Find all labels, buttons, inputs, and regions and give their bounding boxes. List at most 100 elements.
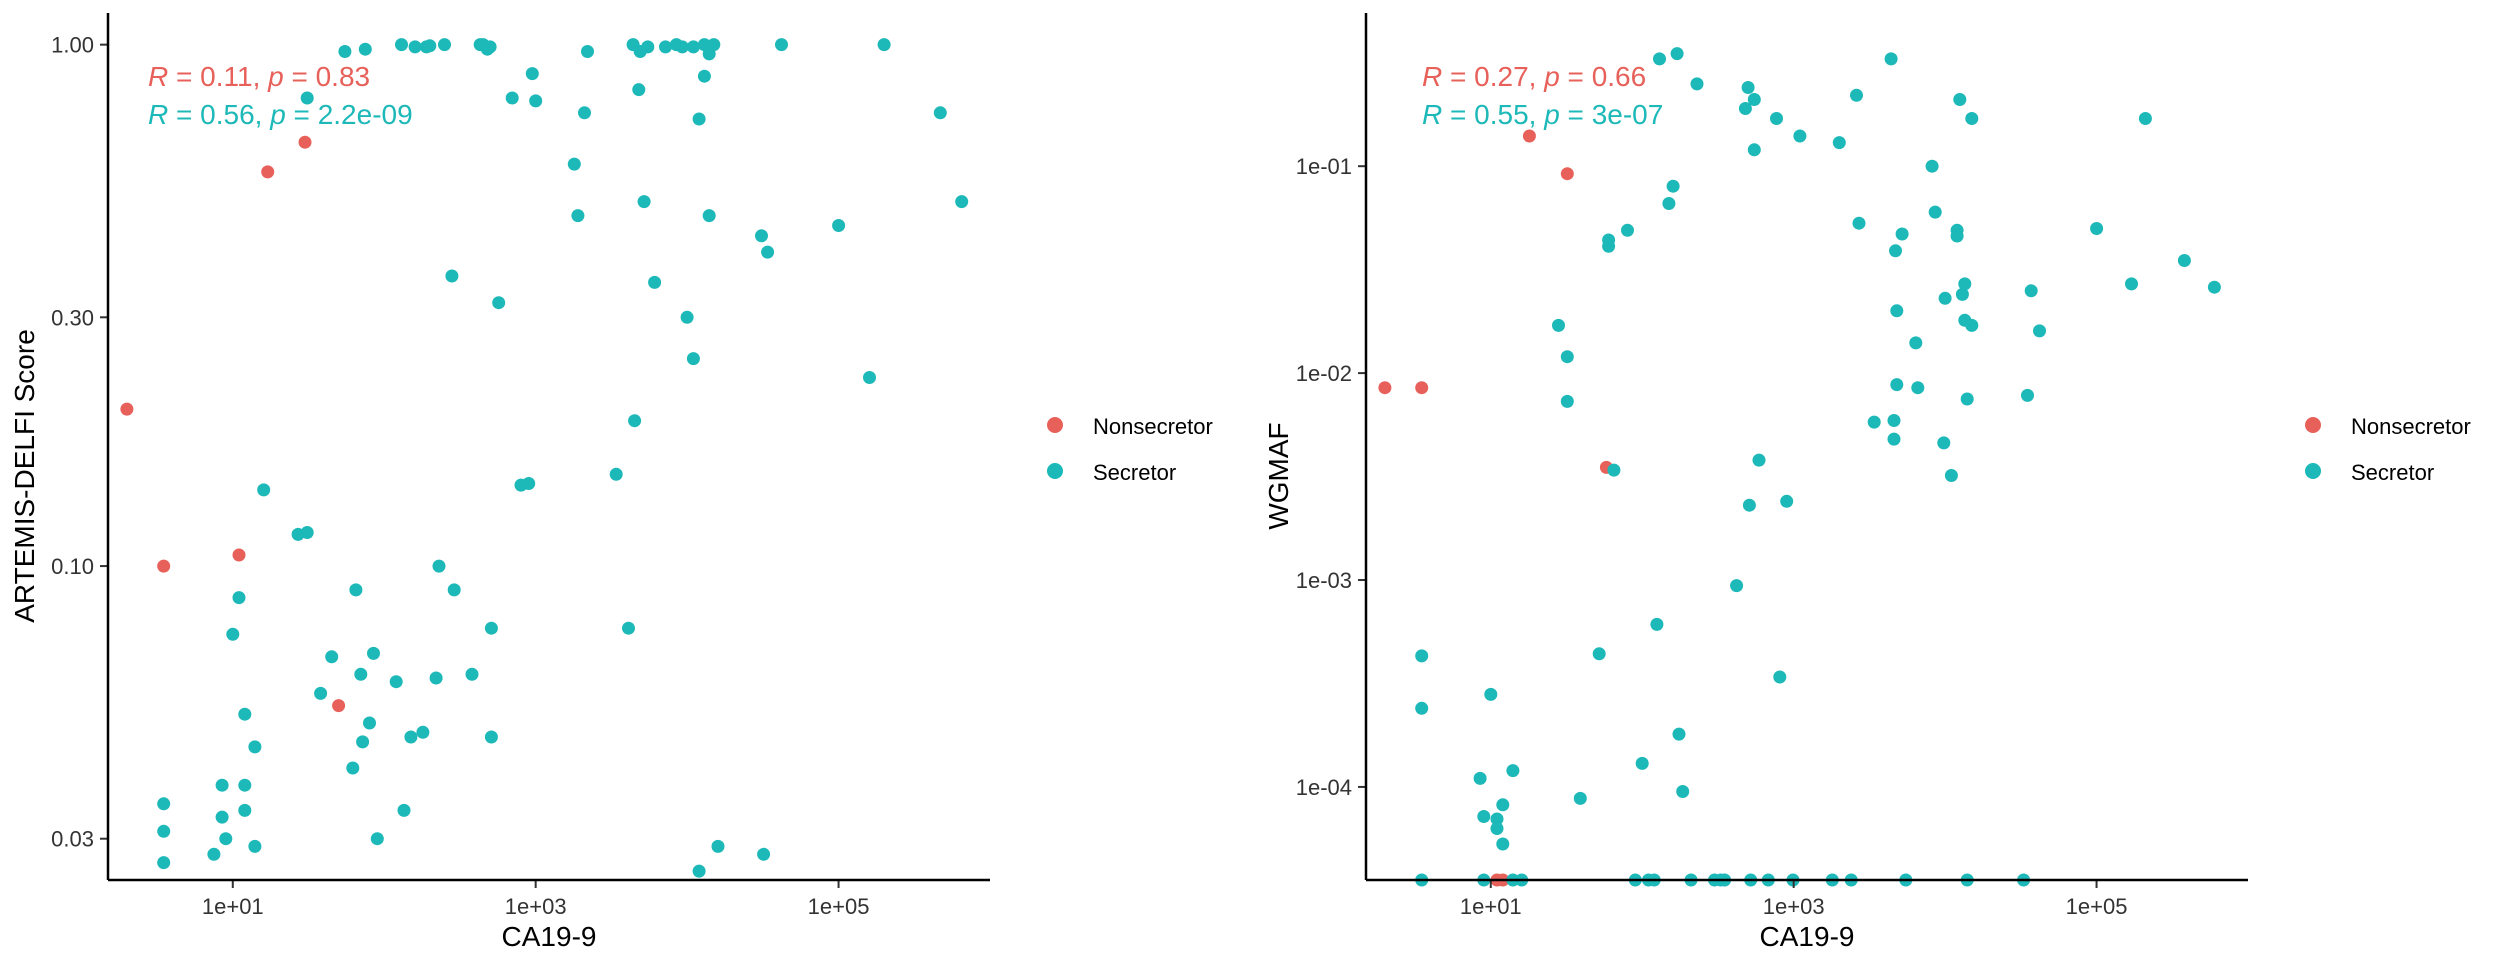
chart-left-point-secretor: [578, 106, 591, 120]
chart-left-annotations: R = 0.11, p = 0.83 R = 0.56, p = 2.2e-09: [148, 61, 413, 130]
chart-right-point-secretor: [1770, 112, 1783, 125]
chart-right-point-secretor: [2138, 112, 2152, 125]
chart-left-point-secretor: [232, 591, 246, 605]
chart-right-point-secretor: [1560, 394, 1574, 408]
chart-left-point-secretor: [622, 621, 635, 635]
chart-left-point-nonsecretor: [120, 402, 134, 416]
chart-right-point-secretor: [1650, 617, 1664, 631]
chart-right-point-secretor: [1484, 687, 1498, 701]
chart-right-point-secretor: [1884, 52, 1898, 66]
chart-left-point-secretor: [157, 856, 171, 870]
chart-right-point-secretor: [1415, 649, 1429, 663]
chart-left-point-secretor: [707, 38, 721, 52]
chart-right-point-secretor: [1690, 77, 1704, 91]
chart-right-point-secretor: [1832, 136, 1846, 150]
chart-left-point-secretor: [404, 730, 418, 744]
chart-left-point-secretor: [356, 735, 370, 749]
chart-left-point-secretor: [248, 839, 262, 853]
chart-right-point-nonsecretor: [1522, 129, 1536, 143]
chart-left-point-secretor: [157, 797, 171, 811]
chart-right-point-secretor: [1635, 756, 1649, 770]
chart-right-point-secretor: [1621, 223, 1634, 237]
chart-left-point-secretor: [157, 824, 171, 838]
chart-left-point-secretor: [207, 847, 221, 861]
chart-right-point-secretor: [1490, 822, 1504, 835]
chart-left: ARTEMIS-DELFI Score CA19-9 R = 0.11, p =…: [9, 13, 990, 952]
chart-left-point-secretor: [933, 106, 947, 120]
chart-left-ylabel: ARTEMIS-DELFI Score: [9, 329, 40, 623]
chart-right-point-secretor: [1747, 93, 1761, 106]
chart-left-point-secretor: [416, 725, 430, 739]
chart-left-point-secretor: [447, 583, 461, 597]
chart-left-y-tick-label: 1.00: [51, 33, 94, 58]
chart-left-point-secretor: [346, 761, 360, 775]
legend-right-secretor-swatch: [2305, 463, 2321, 479]
chart-right-point-secretor: [2033, 324, 2046, 338]
chart-right-point-secretor: [1887, 414, 1901, 427]
chart-right-point-secretor: [1909, 336, 1923, 350]
chart-right-y-tick-label: 1e-04: [1296, 775, 1352, 800]
chart-right-point-secretor: [1592, 647, 1606, 661]
chart-left-point-secretor: [358, 42, 372, 56]
chart-right-point-secretor: [1895, 227, 1909, 241]
legend-left-nonsecretor-label: Nonsecretor: [1093, 414, 1213, 439]
legend-left-secretor-label: Secretor: [1093, 460, 1176, 485]
chart-right-point-secretor: [1730, 579, 1744, 593]
chart-right-point-secretor: [1741, 81, 1755, 94]
chart-left-point-secretor: [363, 716, 376, 730]
chart-left-point-secretor: [257, 483, 271, 497]
chart-left-ticks: 1e+01 1e+03 1e+05 0.03 0.10 0.30 1.00: [51, 33, 869, 919]
chart-right-point-nonsecretor: [1560, 167, 1574, 181]
chart-left-point-secretor: [432, 559, 446, 573]
legend-right-secretor-label: Secretor: [2351, 460, 2434, 485]
chart-left-point-secretor: [215, 810, 229, 824]
chart-left-point-nonsecretor: [157, 559, 171, 573]
chart-left-y-tick-label: 0.10: [51, 554, 94, 579]
chart-right-point-secretor: [1773, 670, 1787, 684]
chart-left-point-secretor: [445, 269, 459, 283]
chart-right-x-tick-label: 1e+03: [1763, 894, 1825, 919]
chart-left-point-secretor: [775, 38, 788, 52]
chart-right-point-secretor: [1552, 318, 1565, 332]
chart-left-point-secretor: [248, 740, 262, 754]
chart-right-point-secretor: [1506, 764, 1520, 778]
chart-left-point-secretor: [659, 40, 672, 54]
chart-right-annotations: R = 0.27, p = 0.66 R = 0.55, p = 3e-07: [1422, 61, 1663, 130]
chart-left-point-secretor: [832, 219, 846, 232]
chart-right-point-secretor: [1666, 179, 1680, 193]
chart-left-point-secretor: [692, 112, 706, 126]
chart-right-point-secretor: [1955, 287, 1969, 301]
chart-right-point-secretor: [1560, 350, 1574, 364]
chart-right-point-secretor: [1473, 771, 1487, 785]
chart-left-annotation-secretor: R = 0.56, p = 2.2e-09: [148, 99, 413, 130]
chart-right-point-secretor: [1747, 143, 1761, 157]
chart-left-point-secretor: [697, 69, 711, 83]
chart-right-point-nonsecretor: [1378, 381, 1392, 395]
chart-left-annotation-nonsecretor: R = 0.11, p = 0.83: [148, 61, 370, 92]
chart-left-point-secretor: [300, 91, 314, 105]
chart-left-point-secretor: [692, 864, 706, 878]
chart-right-point-secretor: [1960, 392, 1974, 406]
chart-left-point-secretor: [581, 45, 594, 58]
chart-left-point-nonsecretor: [261, 165, 275, 179]
chart-right-point-secretor: [1738, 102, 1752, 115]
chart-left-point-secretor: [423, 39, 437, 53]
chart-left-point-nonsecretor: [298, 135, 312, 149]
chart-right-point-secretor: [1889, 244, 1902, 258]
chart-left-point-nonsecretor: [332, 699, 346, 713]
chart-right-y-tick-label: 1e-03: [1296, 568, 1352, 593]
chart-left-point-secretor: [637, 195, 651, 209]
chart-left-point-secretor: [628, 414, 642, 428]
chart-right-legend: Nonsecretor Secretor: [2305, 414, 2471, 485]
chart-right-point-secretor: [1676, 785, 1690, 798]
chart-right-point-secretor: [2024, 284, 2038, 298]
chart-right-point-secretor: [1415, 701, 1429, 715]
chart-right-y-tick-label: 1e-02: [1296, 361, 1352, 386]
chart-right-point-secretor: [1670, 47, 1684, 61]
chart-left-point-secretor: [505, 91, 519, 105]
chart-left-point-secretor: [484, 730, 498, 744]
chart-left-point-secretor: [675, 40, 689, 54]
chart-left-point-secretor: [571, 209, 585, 223]
chart-right-point-secretor: [1867, 415, 1881, 429]
